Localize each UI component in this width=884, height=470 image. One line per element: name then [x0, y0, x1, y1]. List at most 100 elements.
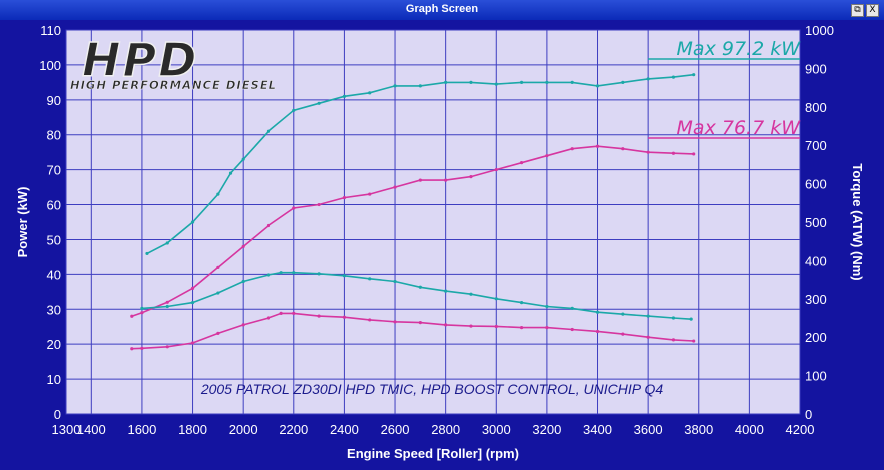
data-point — [444, 178, 448, 182]
x-tick-label: 3600 — [634, 422, 663, 437]
data-point — [570, 147, 574, 151]
data-point — [393, 320, 397, 324]
y2-tick-label: 100 — [805, 369, 827, 384]
data-point — [292, 206, 296, 210]
data-point — [165, 300, 169, 304]
data-point — [190, 220, 195, 224]
data-point — [595, 84, 600, 88]
x-axis-label: Engine Speed [Roller] (rpm) — [347, 446, 519, 461]
y2-tick-label: 500 — [805, 215, 827, 230]
data-point — [190, 301, 195, 305]
data-point — [621, 147, 625, 151]
data-point — [241, 244, 245, 249]
data-point — [519, 301, 524, 305]
data-point — [689, 317, 693, 321]
data-point — [646, 77, 650, 81]
data-point — [241, 157, 245, 161]
data-point — [216, 265, 220, 269]
y-tick-label: 40 — [47, 267, 61, 282]
x-tick-label: 1800 — [178, 422, 207, 437]
data-point — [444, 289, 448, 293]
data-point — [418, 178, 422, 182]
data-point — [671, 316, 676, 320]
title-bar: Graph Screen ⧉ X — [0, 0, 884, 20]
y2-tick-label: 800 — [805, 100, 827, 115]
data-point — [216, 291, 220, 295]
y-tick-label: 50 — [47, 232, 61, 247]
max-power-annotation-2: Max 76.7 kW — [677, 117, 802, 139]
data-point — [646, 335, 650, 339]
data-point — [241, 279, 245, 284]
data-point — [418, 84, 422, 88]
data-point — [444, 80, 448, 84]
x-tick-label: 2600 — [381, 422, 410, 437]
data-point — [519, 80, 524, 84]
data-point — [140, 346, 144, 350]
data-point — [671, 338, 676, 342]
data-point — [266, 129, 271, 133]
data-point — [570, 80, 574, 84]
data-point — [279, 311, 283, 315]
data-point — [469, 324, 473, 328]
x-tick-label: 2400 — [330, 422, 359, 437]
y-tick-label: 30 — [47, 302, 61, 317]
y-tick-label: 110 — [40, 23, 61, 38]
data-point — [418, 321, 422, 325]
data-point — [692, 73, 696, 77]
y2-tick-label: 400 — [805, 253, 827, 268]
y2-tick-label: 900 — [805, 61, 827, 76]
data-point — [469, 175, 473, 179]
series-line-3 — [141, 271, 692, 320]
data-point — [494, 324, 498, 329]
logo-tagline: HIGH PERFORMANCE DIESEL — [70, 78, 277, 92]
y-tick-label: 100 — [39, 58, 61, 73]
data-point — [342, 195, 347, 200]
data-point — [317, 101, 321, 105]
data-point — [444, 323, 448, 327]
data-point — [130, 347, 134, 351]
logo-text: HPD — [82, 33, 198, 87]
x-tick-label: 4200 — [786, 422, 815, 437]
y2-tick-label: 600 — [805, 177, 827, 192]
data-point — [140, 306, 144, 310]
x-tick-label: 1600 — [127, 422, 156, 437]
data-point — [469, 292, 473, 296]
data-point — [646, 150, 650, 154]
y-tick-label: 90 — [47, 93, 61, 108]
y-tick-label: 0 — [54, 407, 61, 422]
data-point — [317, 202, 321, 207]
data-point — [292, 108, 296, 112]
plot-area — [65, 29, 801, 415]
data-point — [266, 223, 271, 228]
data-point — [368, 277, 372, 281]
data-point — [241, 323, 245, 327]
data-point — [692, 339, 696, 343]
y-axis-label: Power (kW) — [15, 187, 30, 258]
data-point — [494, 82, 498, 86]
data-point — [342, 94, 347, 98]
series-line-1 — [146, 73, 694, 255]
data-point — [368, 91, 372, 95]
data-point — [145, 251, 149, 256]
data-point — [570, 306, 574, 310]
x-tick-label: 3200 — [532, 422, 561, 437]
data-point — [140, 311, 144, 315]
data-point — [494, 297, 498, 301]
data-point — [317, 272, 321, 276]
y2-axis-label: Torque (ATW) (Nm) — [850, 163, 865, 280]
data-point — [595, 310, 600, 314]
restore-button[interactable]: ⧉ — [851, 4, 864, 17]
close-button[interactable]: X — [866, 4, 879, 17]
data-point — [165, 304, 169, 309]
data-point — [621, 312, 625, 316]
data-point — [216, 192, 220, 196]
x-tick-label: 4000 — [735, 422, 764, 437]
data-point — [671, 151, 676, 155]
x-tick-label: 3800 — [684, 422, 713, 437]
data-point — [165, 241, 169, 245]
data-point — [292, 271, 296, 275]
data-point — [190, 341, 195, 345]
data-point — [368, 192, 372, 196]
